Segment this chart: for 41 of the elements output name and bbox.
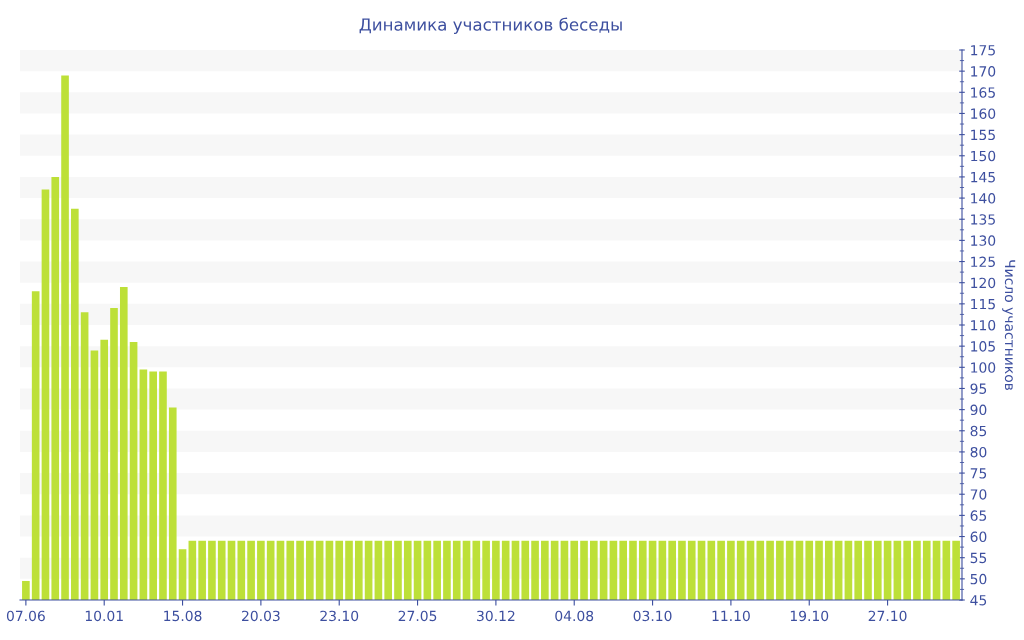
y-tick-label: 70 xyxy=(970,489,987,500)
x-tick-label: 27.05 xyxy=(398,610,437,622)
y-tick-label: 110 xyxy=(971,319,996,331)
y-tick-label: 175 xyxy=(971,45,995,56)
x-tick-label: 11.10 xyxy=(712,610,750,622)
x-tick-label: 03.10 xyxy=(633,610,672,622)
y-tick-label: 135 xyxy=(971,214,995,225)
y-tick-label: 90 xyxy=(970,404,987,416)
y-tick-label: 65 xyxy=(970,510,987,521)
y-tick-label: 45 xyxy=(970,595,987,606)
y-tick-label: 130 xyxy=(971,235,996,246)
y-tick-label: 55 xyxy=(970,552,987,564)
x-tick-label: 04.08 xyxy=(555,610,594,622)
y-tick-label: 115 xyxy=(971,299,995,310)
y-tick-label: 155 xyxy=(971,129,995,141)
y-tick-label: 50 xyxy=(970,573,987,585)
y-tick-label: 145 xyxy=(971,172,995,183)
y-tick-label: 100 xyxy=(971,362,996,373)
y-tick-label: 160 xyxy=(971,108,996,119)
chart-title: Динамика участников беседы xyxy=(359,17,622,35)
y-tick-label: 95 xyxy=(970,383,987,394)
x-tick-label: 23.10 xyxy=(320,610,359,622)
x-tick-label: 07.06 xyxy=(6,610,45,622)
y-tick-label: 60 xyxy=(970,531,987,543)
x-tick-label: 27.10 xyxy=(868,610,907,622)
y-tick-label: 165 xyxy=(971,87,995,98)
x-tick-label: 20.03 xyxy=(242,610,280,622)
x-tick-label: 19.10 xyxy=(790,610,829,622)
y-tick-label: 80 xyxy=(970,446,987,458)
y-axis-title: Число участников xyxy=(1002,260,1016,391)
y-tick-label: 140 xyxy=(971,193,996,204)
y-tick-label: 105 xyxy=(971,341,995,352)
y-tick-label: 120 xyxy=(971,277,996,289)
y-tick-label: 150 xyxy=(971,150,996,162)
y-tick-label: 75 xyxy=(970,468,987,479)
y-tick-label: 125 xyxy=(971,256,995,268)
x-tick-label: 10.01 xyxy=(85,610,123,622)
x-tick-label: 30.12 xyxy=(477,610,515,622)
x-tick-label: 15.08 xyxy=(164,610,202,622)
y-tick-label: 170 xyxy=(971,66,996,77)
y-tick-label: 85 xyxy=(970,425,987,437)
